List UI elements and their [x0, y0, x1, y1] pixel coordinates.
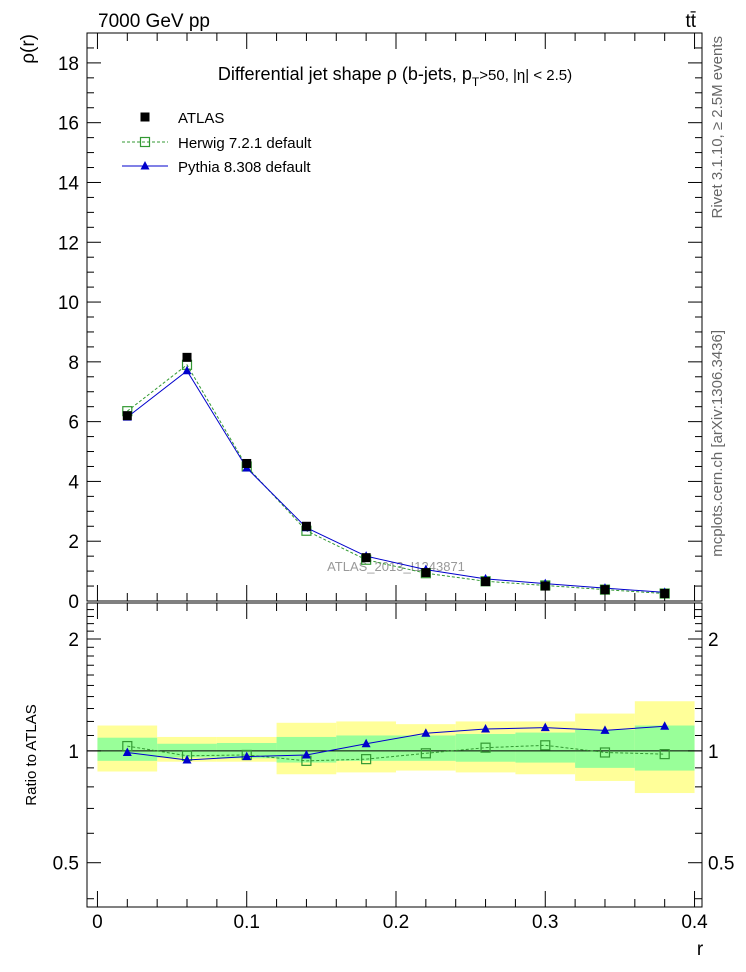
x-tick-label: 0.3: [532, 912, 558, 933]
ratio-pythia-8-308-default-point: [600, 725, 610, 734]
pythia-8-308-default-point: [182, 365, 192, 375]
main-y-tick-label: 12: [58, 233, 79, 254]
ratio-y-tick-label-right: 2: [708, 630, 719, 651]
main-y-tick-label: 2: [68, 532, 79, 553]
ratio-series-layer: [122, 721, 670, 766]
main-panel: ATLAS_2013_I1243871 0 2 4 6 8 10 12 14 16 18 ρ(r)…: [18, 32, 703, 613]
main-y-tick-label: 10: [58, 293, 79, 314]
ratio-pythia-8-308-default-point: [421, 728, 431, 737]
atlas-point: [182, 352, 192, 362]
ratio-herwig-7-2-1-default-point: [361, 754, 372, 765]
ratio-pythia-8-308-default-point: [540, 722, 550, 732]
ratio-herwig-7-2-1-default-point: [599, 747, 611, 758]
atlas-point: [122, 411, 132, 421]
energy-label: 7000 GeV pp: [98, 11, 210, 32]
main-series-layer: [122, 352, 670, 599]
x-tick-label: 0: [92, 912, 103, 933]
ratio-panel: 0.5 0.51 12 20 0.1 0.2 0.3 0.4 Ratio to ATLAS r: [23, 33, 734, 960]
ratio-pythia-8-308-default-point: [122, 747, 132, 756]
legend-label-herwig-7-2-1-default: Herwig 7.2.1 default: [178, 135, 312, 152]
green-uncertainty-band: [395, 735, 456, 761]
atlas-point: [361, 553, 371, 563]
ratio-herwig-7-2-1-default-point: [480, 742, 491, 753]
atlas-point: [421, 568, 431, 578]
ratio-pythia-8-308-default-point: [242, 751, 252, 761]
pythia-8-308-default-line: [126, 370, 665, 593]
ratio-herwig-7-2-1-default-point: [540, 740, 551, 751]
x-tick-label: 0.2: [383, 912, 409, 933]
x-tick-label: 0.1: [234, 912, 260, 933]
main-y-tick-label: 8: [68, 353, 79, 374]
ratio-pythia-8-308-default-point: [182, 754, 192, 764]
main-y-tick-label: 16: [58, 114, 79, 135]
main-y-tick-label: 6: [68, 413, 79, 434]
ratio-y-axis-label: Ratio to ATLAS: [23, 704, 40, 805]
legend-marker-atlas: [140, 112, 150, 122]
process-label: tt̄: [685, 11, 696, 32]
ratio-pythia-8-308-default-line: [127, 725, 665, 761]
legend-label-atlas: ATLAS: [178, 110, 224, 127]
ratio-pythia-8-308-default-point: [660, 721, 670, 730]
legend-marker-herwig-7-2-1-default: [139, 136, 151, 148]
main-y-axis-label: ρ(r): [18, 34, 39, 64]
ratio-y-tick-label-right: 1: [708, 742, 719, 763]
ratio-y-tick-label: 2: [68, 630, 79, 651]
legend: ATLAS Herwig 7.2.1 default Pythia 8.308 de…: [122, 110, 312, 176]
main-y-tick-label: 0: [68, 592, 79, 613]
green-uncertainty-band: [634, 725, 695, 771]
ratio-pythia-8-308-default-point: [301, 749, 311, 759]
ratio-herwig-7-2-1-default-line: [127, 744, 665, 762]
main-y-tick-label: 4: [68, 472, 79, 493]
ratio-axis-ticks: 0.5 0.51 12 20 0.1 0.2 0.3 0.4: [53, 33, 734, 933]
main-y-tick-label: 18: [58, 54, 79, 75]
ratio-pythia-8-308-default-point: [481, 724, 491, 733]
ratio-pythia-8-308-default-point: [361, 738, 371, 748]
main-axis-ticks: 0 2 4 6 8 10 12 14 16 18: [58, 32, 702, 613]
atlas-point: [301, 521, 311, 531]
rivet-label: Rivet 3.1.10, ≥ 2.5M events: [709, 36, 726, 219]
ratio-uncertainty-bands: [87, 701, 702, 794]
ratio-y-tick-label: 1: [68, 742, 79, 763]
ratio-herwig-7-2-1-default-point: [420, 748, 431, 759]
atlas-point: [481, 577, 491, 587]
x-tick-label: 0.4: [681, 912, 708, 933]
atlas-point: [600, 585, 610, 595]
atlas-point: [242, 458, 252, 468]
x-axis-label: r: [697, 939, 704, 960]
ratio-herwig-7-2-1-default-point: [659, 749, 670, 760]
analysis-watermark: ATLAS_2013_I1243871: [327, 559, 465, 574]
main-y-tick-label: 14: [58, 173, 80, 194]
ratio-frame: [86, 602, 703, 908]
green-uncertainty-band: [455, 734, 516, 762]
ratio-y-tick-label-right: 0.5: [708, 854, 734, 875]
legend-label-pythia-8-308-default: Pythia 8.308 default: [178, 159, 311, 176]
ratio-y-tick-label: 0.5: [53, 854, 79, 875]
mcplots-label: mcplots.cern.ch [arXiv:1306.3436]: [709, 330, 726, 557]
green-uncertainty-band: [515, 732, 576, 763]
green-uncertainty-band: [575, 729, 635, 768]
chart-title: Differential jet shape ρ (b-jets, pT>50,…: [218, 64, 572, 89]
green-uncertainty-band: [276, 736, 337, 763]
legend-marker-pythia-8-308-default: [140, 161, 150, 170]
